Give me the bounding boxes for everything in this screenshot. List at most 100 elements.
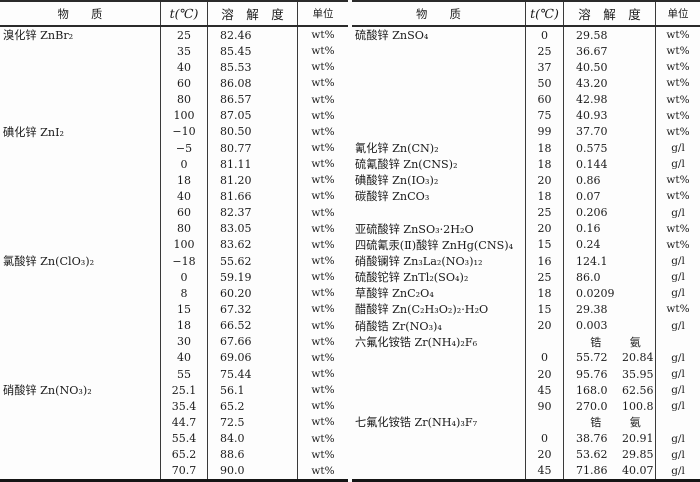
solubility-value: 72.5 <box>220 415 245 429</box>
solubility-cell: 85.45 <box>207 43 297 60</box>
substance-cell <box>352 92 525 108</box>
solubility-value: 67.66 <box>220 335 252 349</box>
table-row: 碳酸锌 ZnCO₃ 18 0.07 wt% <box>352 188 700 205</box>
table-row: 40 69.06 wt% <box>0 349 348 366</box>
table-row: 70.7 90.0 wt% <box>0 462 348 479</box>
substance-cell: 硫酸锌 ZnSO₄ <box>355 29 429 43</box>
temperature-cell: −5 <box>160 139 207 157</box>
temperature-cell: 18 <box>525 188 563 205</box>
substance-cell <box>0 318 160 334</box>
unit-cell <box>655 333 700 350</box>
solubility-cell: 0.07 <box>563 188 655 205</box>
temperature-cell: 30 <box>160 333 207 350</box>
unit-cell: wt% <box>655 75 700 92</box>
unit-cell: wt% <box>655 188 700 205</box>
substance-cell <box>352 124 525 140</box>
substance-cell <box>352 366 525 382</box>
substance-cell <box>0 59 160 75</box>
substance-cell: 醋酸锌 Zn(C₂H₃O₂)₂·H₂O <box>355 303 489 317</box>
table-row: 40 81.66 wt% <box>0 188 348 205</box>
solubility-cell: 38.76 20.91 <box>563 430 655 447</box>
unit-cell: wt% <box>297 204 348 221</box>
unit-cell: g/l <box>655 204 700 221</box>
solubility-value: 75.44 <box>220 367 252 381</box>
temperature-cell: 25.1 <box>160 382 207 399</box>
unit-cell: wt% <box>297 107 348 124</box>
solubility-value: 86.57 <box>220 93 252 107</box>
substance-cell: 硝酸镧锌 Zn₃La₂(NO₃)₁₂ <box>355 255 483 269</box>
temperature-cell: 0 <box>525 430 563 447</box>
substance-cell <box>0 43 160 59</box>
header-solubility: 溶 解 度 <box>563 2 655 25</box>
unit-cell: wt% <box>297 220 348 237</box>
table-body: 硫酸锌 ZnSO₄ 0 29.58 wt% 25 36.67 wt% 37 40.50 wt% 50… <box>352 27 700 479</box>
substance-cell <box>0 350 160 366</box>
temperature-cell: 20 <box>525 172 563 189</box>
substance-cell: 碘酸锌 Zn(IO₃)₂ <box>355 174 439 188</box>
table-row: 45 168.0 62.56 g/l <box>352 382 700 399</box>
header-solubility: 溶 解 度 <box>207 2 297 25</box>
temperature-cell: 15 <box>525 236 563 253</box>
unit-cell: wt% <box>297 285 348 302</box>
solubility-value: 0.24 <box>576 238 601 252</box>
unit-cell: wt% <box>297 398 348 415</box>
header-temperature: t(℃) <box>160 2 207 25</box>
solubility-cell: 55.72 20.84 <box>563 349 655 366</box>
solubility-value: 69.06 <box>220 351 252 365</box>
solubility-value: 80.50 <box>220 125 252 139</box>
solubility-value: 40.50 <box>576 60 608 74</box>
solubility-cell: 37.70 <box>563 123 655 140</box>
solubility-cell: 83.05 <box>207 220 297 237</box>
substance-cell <box>0 108 160 124</box>
table-row: 硫酸铊锌 ZnTl₂(SO₄)₂ 25 86.0 g/l <box>352 269 700 286</box>
table-row: 草酸锌 ZnC₂O₄ 18 0.0209 g/l <box>352 285 700 302</box>
temperature-cell: 44.7 <box>160 414 207 431</box>
solubility-value: 0.575 <box>576 141 608 155</box>
temperature-cell: 50 <box>525 75 563 92</box>
table-row: 0 59.19 wt% <box>0 269 348 286</box>
temperature-cell: 25 <box>160 27 207 44</box>
table-row: 18 66.52 wt% <box>0 317 348 334</box>
substance-cell <box>0 205 160 221</box>
solubility-cell: 0.003 <box>563 317 655 334</box>
temperature-cell: 100 <box>160 107 207 124</box>
solubility-cell: 87.05 <box>207 107 297 124</box>
solubility-value: 83.62 <box>220 238 252 252</box>
unit-cell: wt% <box>297 462 348 479</box>
substance-cell <box>0 447 160 463</box>
unit-cell: wt% <box>297 269 348 286</box>
unit-cell: wt% <box>655 301 700 318</box>
solubility-value: 87.05 <box>220 109 252 123</box>
table-body: 溴化锌 ZnBr₂ 25 82.46 wt% 35 85.45 wt% 40 85.53 wt% 6… <box>0 27 348 479</box>
temperature-cell: −18 <box>160 252 207 270</box>
solubility-value: 42.98 <box>576 93 608 107</box>
solubility-value: 80.77 <box>220 141 252 155</box>
substance-cell <box>0 92 160 108</box>
solubility-cell: 84.0 <box>207 430 297 447</box>
temperature-cell <box>525 333 563 350</box>
solubility-cell: 88.6 <box>207 446 297 463</box>
solubility-cell: 0.206 <box>563 204 655 221</box>
substance-cell: 七氟化铵锆 Zr(NH₄)₃F₇ <box>355 416 478 430</box>
unit-cell: wt% <box>655 172 700 189</box>
solubility-value: 56.1 <box>220 383 245 397</box>
solubility-value: 37.70 <box>576 125 608 139</box>
table-row: 六氟化铵锆 Zr(NH₄)₂F₆ 锆氨 <box>352 333 700 350</box>
temperature-cell: 60 <box>525 91 563 108</box>
solubility-value: 0.16 <box>576 222 601 236</box>
solubility-value: 88.6 <box>220 448 245 462</box>
solubility-value: 81.11 <box>220 157 252 171</box>
temperature-cell: 15 <box>525 301 563 318</box>
unit-cell: g/l <box>655 317 700 334</box>
table-row: 硫氰酸锌 Zn(CNS)₂ 18 0.144 g/l <box>352 156 700 173</box>
substance-cell: 溴化锌 ZnBr₂ <box>3 29 74 43</box>
solubility-cell: 55.62 <box>207 252 297 270</box>
unit-cell: g/l <box>655 382 700 399</box>
unit-cell: wt% <box>655 107 700 124</box>
substance-cell <box>352 108 525 124</box>
temperature-cell: 0 <box>160 269 207 286</box>
solubility-cell: 67.32 <box>207 301 297 318</box>
temperature-cell: 18 <box>525 156 563 173</box>
substance-cell: 硝酸锌 Zn(NO₃)₂ <box>3 384 92 398</box>
